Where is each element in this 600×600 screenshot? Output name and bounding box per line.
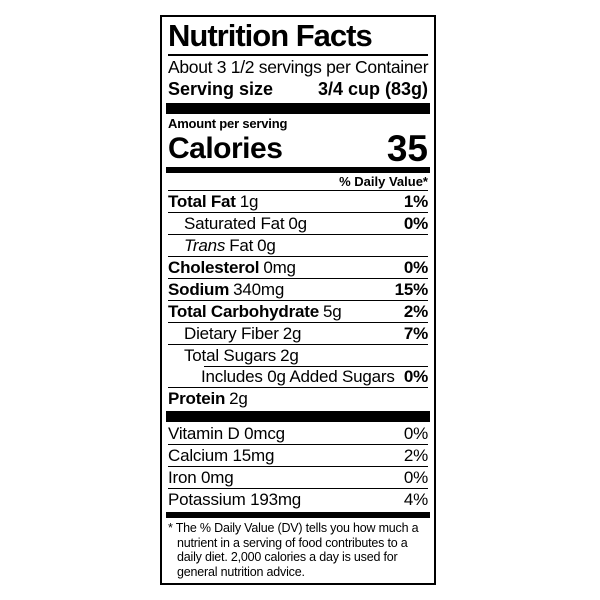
nutrient-amount: 0g bbox=[257, 236, 276, 255]
nutrient-row-trans-fat: Trans Fat 0g bbox=[168, 234, 428, 256]
micronutrient-dv: 4% bbox=[403, 490, 428, 509]
nutrient-dv: 7% bbox=[403, 324, 428, 343]
amount-per-serving-label: Amount per serving bbox=[168, 116, 288, 131]
nutrient-amount: 2g bbox=[229, 389, 248, 408]
nutrient-name: Total Carbohydrate 5g bbox=[168, 302, 342, 321]
micronutrient-row-iron: Iron 0mg 0% bbox=[168, 466, 428, 488]
medium-divider-bar bbox=[166, 167, 430, 173]
nutrient-row-total-carbohydrate: Total Carbohydrate 5g 2% bbox=[168, 300, 428, 322]
nutrient-dv: 15% bbox=[394, 280, 429, 299]
daily-value-footnote: * The % Daily Value (DV) tells you how m… bbox=[168, 521, 419, 579]
nutrient-dv: 1% bbox=[403, 192, 428, 211]
nutrient-name: Trans Fat 0g bbox=[184, 236, 276, 255]
nutrient-amount: 2g bbox=[282, 324, 302, 343]
nutrient-amount: 1g bbox=[239, 192, 259, 211]
calories-label: Calories bbox=[168, 132, 283, 165]
nutrient-amount: 340mg bbox=[233, 280, 285, 299]
micronutrient-dv: 0% bbox=[403, 468, 428, 487]
micronutrient-name: Vitamin D 0mcg bbox=[168, 424, 285, 443]
nutrient-row-total-fat: Total Fat 1g 1% bbox=[168, 190, 428, 212]
serving-size-label: Serving size bbox=[168, 79, 274, 99]
thick-divider-bar bbox=[166, 103, 430, 114]
nutrient-name: Protein 2g bbox=[168, 389, 248, 408]
nutrient-row-protein: Protein 2g bbox=[168, 387, 428, 409]
servings-per-container: About 3 1/2 servings per Container bbox=[168, 57, 429, 77]
micronutrient-dv: 0% bbox=[403, 424, 428, 443]
nutrient-name: Total Fat 1g bbox=[168, 192, 259, 211]
micronutrient-row-potassium: Potassium 193mg 4% bbox=[168, 488, 428, 510]
calories-value: 35 bbox=[386, 128, 428, 169]
nutrient-name: Total Sugars 2g bbox=[184, 346, 299, 365]
nutrient-name: Sodium 340mg bbox=[168, 280, 285, 299]
nutrient-dv: 0% bbox=[403, 258, 428, 277]
nutrient-row-added-sugars: Includes 0g Added Sugars 0% bbox=[168, 366, 428, 387]
label-title: Nutrition Facts bbox=[168, 18, 373, 53]
nutrient-amount: 0g bbox=[288, 214, 307, 233]
thick-divider-bar bbox=[166, 411, 430, 422]
micronutrient-name: Potassium 193mg bbox=[168, 490, 302, 509]
title-divider bbox=[168, 54, 428, 56]
nutrient-name: Saturated Fat 0g bbox=[184, 214, 307, 233]
micronutrient-name: Calcium 15mg bbox=[168, 446, 275, 465]
micronutrient-dv: 2% bbox=[403, 446, 428, 465]
nutrient-dv: 2% bbox=[403, 302, 428, 321]
nutrient-amount: 5g bbox=[323, 302, 342, 321]
serving-size-value: 3/4 cup (83g) bbox=[317, 79, 428, 99]
nutrient-row-saturated-fat: Saturated Fat 0g 0% bbox=[168, 212, 428, 234]
medium-divider-bar bbox=[166, 512, 430, 518]
daily-value-header: % Daily Value* bbox=[339, 174, 428, 189]
micronutrient-row-vitamin-d: Vitamin D 0mcg 0% bbox=[168, 423, 428, 444]
nutrient-dv: 0% bbox=[403, 214, 428, 233]
nutrient-row-total-sugars: Total Sugars 2g bbox=[168, 344, 428, 366]
nutrition-facts-label: Nutrition Facts About 3 1/2 servings per… bbox=[160, 15, 436, 585]
micronutrient-row-calcium: Calcium 15mg 2% bbox=[168, 444, 428, 466]
serving-size-row: Serving size 3/4 cup (83g) bbox=[168, 78, 428, 101]
nutrient-row-cholesterol: Cholesterol 0mg 0% bbox=[168, 256, 428, 278]
nutrient-name: Includes 0g Added Sugars bbox=[201, 367, 395, 386]
nutrient-amount: 2g bbox=[280, 346, 299, 365]
calories-row: Calories 35 bbox=[168, 128, 428, 169]
nutrient-dv: 0% bbox=[403, 367, 428, 386]
nutrient-amount: 0mg bbox=[263, 258, 296, 277]
nutrient-name: Dietary Fiber 2g bbox=[184, 324, 302, 343]
micronutrient-name: Iron 0mg bbox=[168, 468, 234, 487]
nutrient-row-sodium: Sodium 340mg 15% bbox=[168, 278, 428, 300]
nutrient-name: Cholesterol 0mg bbox=[168, 258, 296, 277]
nutrient-row-dietary-fiber: Dietary Fiber 2g 7% bbox=[168, 322, 428, 344]
